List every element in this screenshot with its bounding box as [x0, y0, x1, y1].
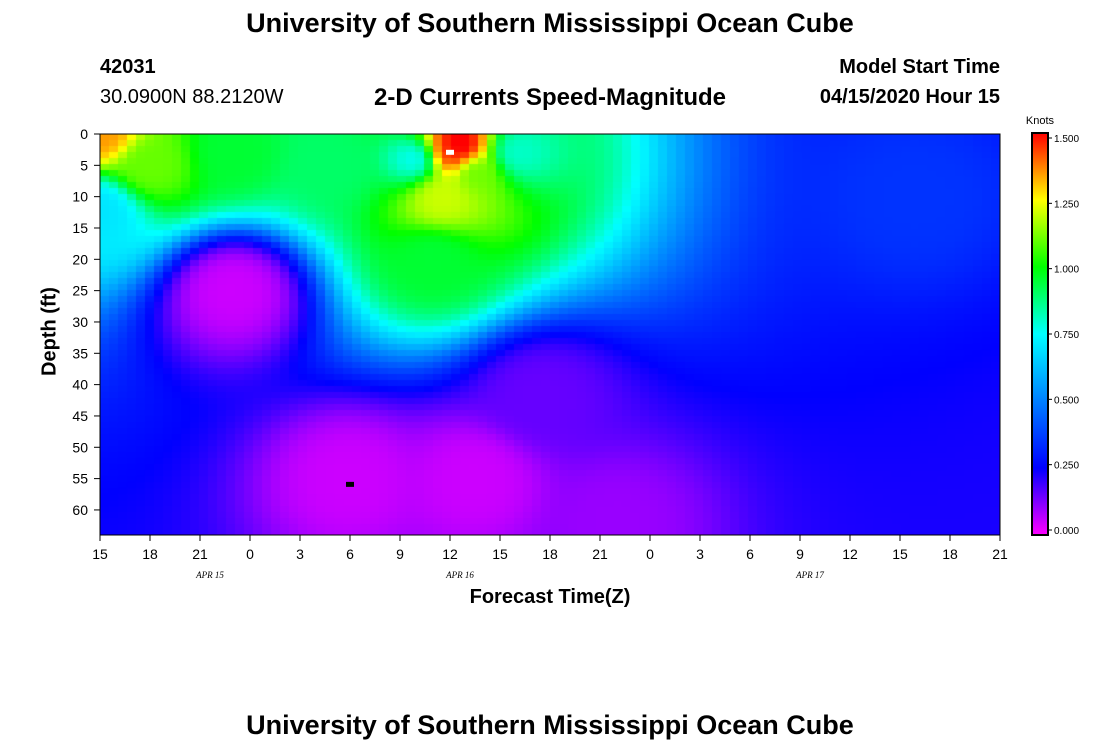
x-tick-label-15: 12: [842, 546, 858, 562]
station-id: 42031: [100, 56, 156, 78]
colorbar-tick-label-5: 1.250: [1054, 199, 1079, 210]
colorbar-tick-label-2: 0.500: [1054, 395, 1079, 406]
colorbar-tick-label-6: 1.500: [1054, 134, 1079, 145]
y-tick-label-11: 55: [72, 471, 88, 487]
day-label-0: APR 15: [195, 570, 224, 580]
x-tick-label-12: 3: [696, 546, 704, 562]
chart-subtitle: 2-D Currents Speed-Magnitude: [373, 84, 727, 111]
x-tick-label-6: 9: [396, 546, 404, 562]
day-label-1: APR 16: [445, 570, 474, 580]
y-tick-label-1: 5: [80, 157, 88, 173]
heatmap-marker-0: [446, 149, 454, 155]
y-tick-label-6: 30: [72, 314, 88, 330]
x-tick-label-5: 6: [346, 546, 354, 562]
heatmap-field: [100, 134, 1000, 535]
y-tick-label-4: 20: [72, 251, 88, 267]
x-tick-label-11: 0: [646, 546, 654, 562]
x-tick-label-2: 21: [192, 546, 208, 562]
y-tick-label-7: 35: [72, 345, 88, 361]
x-axis-title: Forecast Time(Z): [469, 586, 631, 608]
y-tick-label-10: 50: [72, 439, 88, 455]
chart-title-top: University of Southern Mississippi Ocean…: [246, 8, 854, 38]
y-tick-label-5: 25: [72, 283, 88, 299]
colorbar-tick-label-1: 0.250: [1054, 461, 1079, 472]
x-tick-label-9: 18: [542, 546, 558, 562]
colorbar-tick-label-3: 0.750: [1054, 330, 1079, 341]
y-tick-label-2: 10: [72, 189, 88, 205]
x-tick-label-3: 0: [246, 546, 254, 562]
y-tick-label-3: 15: [72, 220, 88, 236]
x-tick-label-1: 18: [142, 546, 158, 562]
x-tick-label-13: 6: [746, 546, 754, 562]
x-tick-label-14: 9: [796, 546, 804, 562]
y-tick-label-9: 45: [72, 408, 88, 424]
model-start-value: 04/15/2020 Hour 15: [819, 86, 1000, 108]
colorbar-title: Knots: [1026, 115, 1055, 127]
chart-title-bottom: University of Southern Mississippi Ocean…: [246, 710, 854, 740]
model-start-label: Model Start Time: [839, 56, 1000, 78]
x-tick-label-8: 15: [492, 546, 508, 562]
x-tick-label-7: 12: [442, 546, 458, 562]
heatmap-marker-1: [346, 481, 354, 487]
y-tick-label-0: 0: [80, 126, 88, 142]
day-label-2: APR 17: [795, 570, 824, 580]
colorbar: [1031, 132, 1049, 536]
station-location: 30.0900N 88.2120W: [100, 86, 284, 108]
x-tick-label-0: 15: [92, 546, 108, 562]
y-axis-title: Depth (ft): [38, 287, 61, 376]
y-tick-label-12: 60: [72, 502, 88, 518]
x-tick-label-18: 21: [992, 546, 1008, 562]
x-tick-label-16: 15: [892, 546, 908, 562]
x-tick-label-17: 18: [942, 546, 958, 562]
x-tick-label-4: 3: [296, 546, 304, 562]
colorbar-tick-label-0: 0.000: [1054, 526, 1079, 537]
y-tick-label-8: 40: [72, 377, 88, 393]
colorbar-tick-label-4: 1.000: [1054, 265, 1079, 276]
x-tick-label-10: 21: [592, 546, 608, 562]
